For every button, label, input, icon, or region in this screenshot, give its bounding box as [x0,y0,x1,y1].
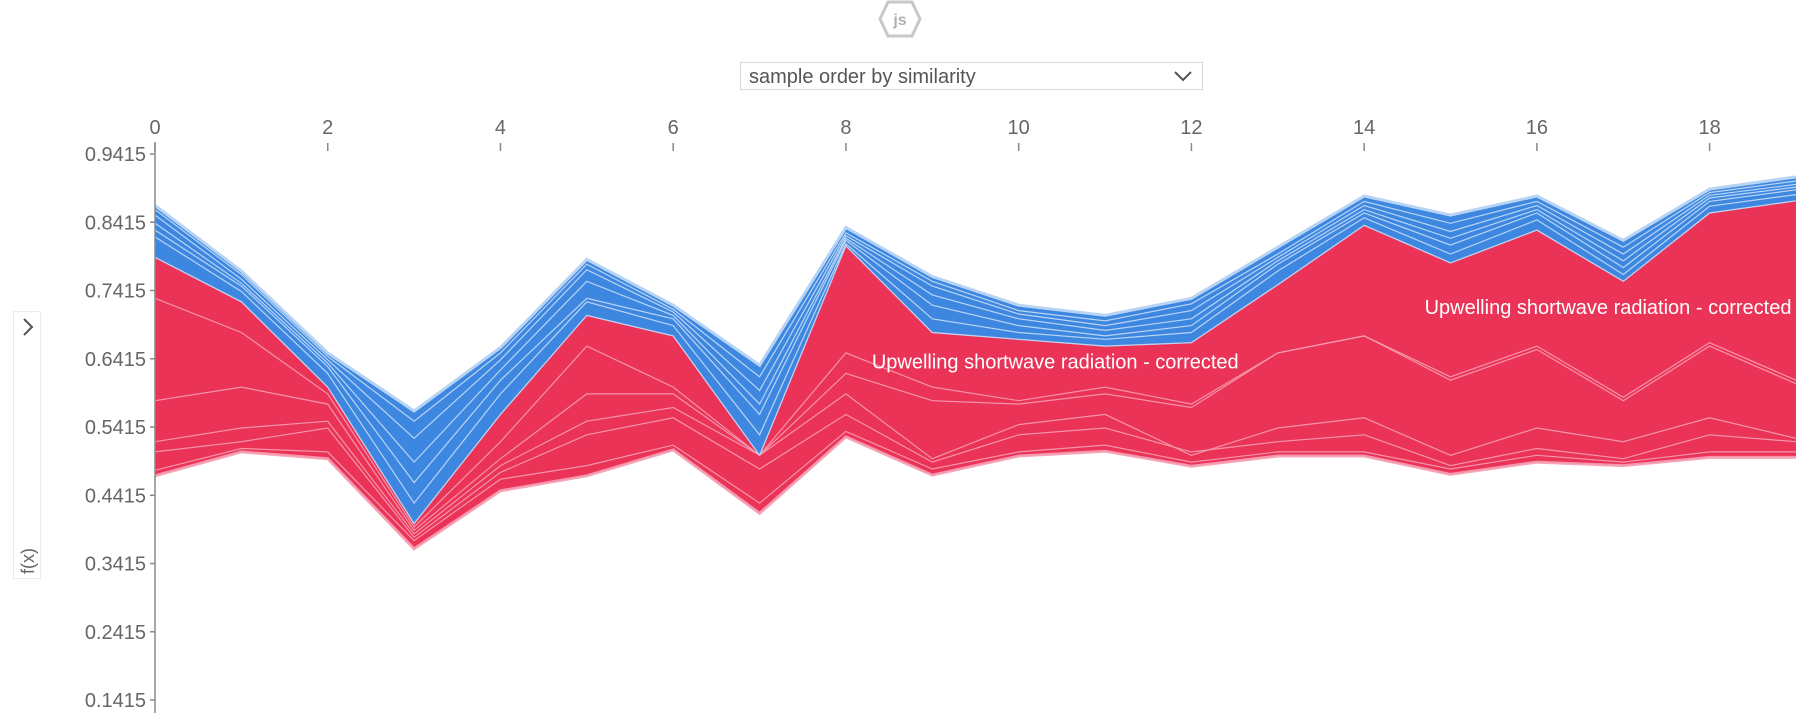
x-tick-label: 16 [1526,117,1548,139]
negative-band-line [154,186,1797,463]
feature-annotation-label: Upwelling shortwave radiation - correcte… [1425,297,1792,319]
logo-text: js [892,12,906,29]
x-tick-label: 0 [149,117,160,139]
feature-annotation-label: Upwelling shortwave radiation - correcte… [872,352,1239,374]
positive-band-line [154,393,1797,535]
negative-band-line [154,183,1797,440]
x-tick-label: 2 [322,117,333,139]
y-tick-label: 0.5415 [85,417,146,439]
ordering-select[interactable]: sample order by similarity [740,62,1203,90]
chevron-down-icon [1174,71,1192,82]
negative-band-line [154,194,1797,505]
positive-feature-band[interactable] [155,414,1796,541]
yaxis-control[interactable] [13,311,41,579]
y-tick-label: 0.7415 [85,281,146,303]
positive-feature-band[interactable] [155,335,1796,534]
chart-areas [154,175,1797,551]
y-tick-label: 0.4415 [85,485,146,507]
chart-annotations: Upwelling shortwave radiation - correcte… [872,297,1792,374]
positive-feature-band[interactable] [155,200,1796,528]
positive-band-line [154,297,1797,528]
positive-feature-band[interactable] [155,393,1796,538]
y-tick-label: 0.8415 [85,212,146,234]
positive-band-line [154,335,1797,532]
chevron-right-icon[interactable] [21,318,35,336]
negative-band-line [154,189,1797,484]
y-tick-label: 0.1415 [85,690,146,712]
x-tick-label: 4 [495,117,506,139]
js-logo-icon: js [878,0,922,38]
y-tick-label: 0.9415 [85,144,146,166]
x-tick-label: 18 [1699,117,1721,139]
ordering-select-value: sample order by similarity [749,66,976,88]
negative-band-line [154,180,1797,422]
positive-band-line [154,413,1797,539]
positive-band-line [154,430,1796,542]
positive-band-line [154,435,1796,551]
negative-band-line [154,200,1797,525]
x-tick-label: 6 [668,117,679,139]
y-tick-label: 0.6415 [85,349,146,371]
x-tick-label: 8 [840,117,851,139]
x-tick-label: 10 [1008,117,1030,139]
y-tick-label: 0.3415 [85,554,146,576]
y-tick-label: 0.2415 [85,622,146,644]
x-tick-label: 12 [1180,117,1202,139]
chart-axes: 0.1415 0.2415 0.3415 0.4415 0.5415 0.6415 0.74… [85,117,1721,713]
x-tick-label: 14 [1353,117,1375,139]
negative-band-line [154,175,1797,413]
